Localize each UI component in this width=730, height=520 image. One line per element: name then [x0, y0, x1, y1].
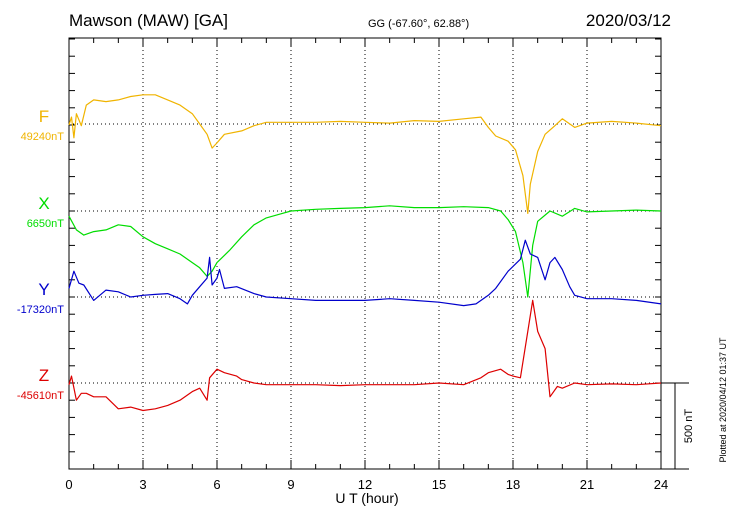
x-tick-label: 18: [506, 477, 520, 492]
series-line-f: [68, 94, 662, 214]
scale-bar-label: 500 nT: [683, 409, 695, 444]
x-tick-label: 3: [139, 477, 146, 492]
x-axis-title: U T (hour): [335, 490, 398, 506]
coords-label: GG (-67.60°, 62.88°): [368, 18, 470, 30]
x-tick-label: 24: [654, 477, 668, 492]
baseline-label-x: 6650nT: [27, 218, 65, 230]
baseline-label-y: -17320nT: [17, 304, 64, 316]
series-name-z: Z: [39, 366, 49, 385]
series-name-x: X: [38, 194, 49, 213]
x-tick-label: 21: [580, 477, 594, 492]
baseline-label-f: 49240nT: [21, 131, 65, 143]
x-tick-label: 15: [432, 477, 446, 492]
station-title: Mawson (MAW) [GA]: [69, 11, 228, 30]
series-name-y: Y: [38, 280, 49, 299]
series-line-x: [68, 205, 662, 298]
series-line-z: [68, 299, 662, 412]
plotted-note: Plotted at 2020/04/12 01:37 UT: [718, 337, 728, 463]
series-name-f: F: [39, 107, 49, 126]
baseline-label-z: -45610nT: [17, 390, 64, 402]
x-tick-label: 9: [287, 477, 294, 492]
x-tick-label: 0: [65, 477, 72, 492]
series-line-y: [68, 239, 662, 307]
x-tick-label: 6: [213, 477, 220, 492]
x-tick-label: 12: [358, 477, 372, 492]
date-label: 2020/03/12: [585, 11, 671, 30]
